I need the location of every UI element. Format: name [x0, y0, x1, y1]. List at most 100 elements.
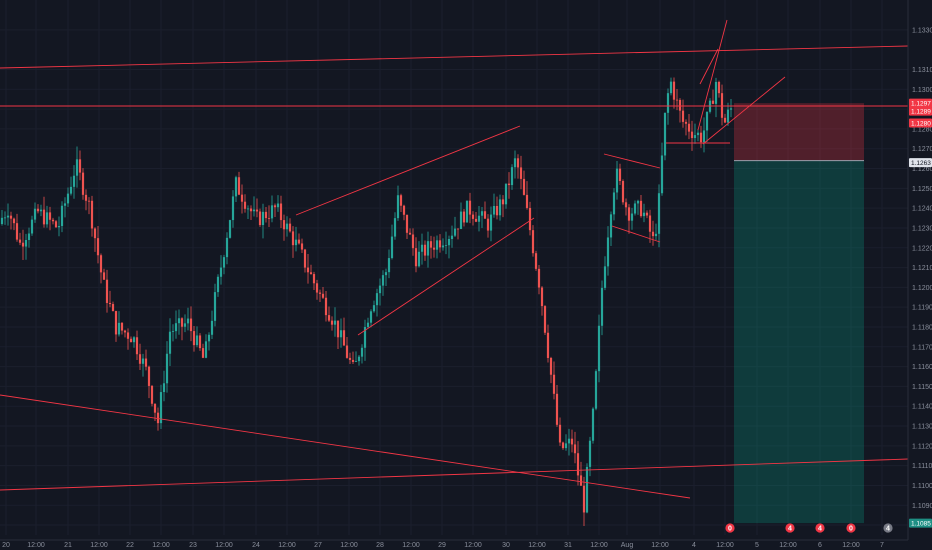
candle-body: [711, 100, 715, 104]
candle-body: [246, 208, 250, 210]
reward-zone[interactable]: [734, 160, 864, 524]
candle-body: [45, 212, 49, 225]
time-tick-label: 12:00: [842, 542, 860, 549]
candle-body: [270, 205, 274, 219]
candle-body: [3, 217, 7, 219]
candle-body: [450, 235, 454, 240]
candle-body: [255, 209, 259, 212]
candle-body: [57, 225, 61, 228]
candle-body: [186, 318, 190, 324]
price-tick-label: 1.1170: [912, 344, 932, 351]
candle-body: [345, 345, 349, 358]
event-marker[interactable]: [815, 523, 825, 533]
price-tick-label: 1.1100: [912, 483, 932, 490]
time-tick-label: 12:00: [590, 542, 608, 549]
candle-body: [510, 167, 514, 186]
candle-body: [414, 248, 418, 267]
candle-body: [138, 354, 142, 364]
candle-body: [306, 267, 310, 273]
price-tag: [909, 518, 932, 528]
candle-body: [201, 348, 205, 358]
trend-line[interactable]: [702, 76, 786, 145]
candle-body: [651, 231, 655, 237]
candle-body: [501, 199, 505, 205]
event-marker[interactable]: [846, 523, 856, 533]
candle-body: [210, 320, 214, 335]
candle-body: [405, 214, 409, 233]
candle-body: [645, 212, 649, 216]
trend-line[interactable]: [0, 394, 691, 499]
time-tick-label: 12:00: [278, 542, 296, 549]
candle-body: [69, 186, 73, 194]
candle-body: [21, 242, 25, 247]
price-tick-label: 1.1310: [912, 67, 932, 74]
trend-line[interactable]: [295, 125, 521, 216]
trend-line[interactable]: [357, 217, 535, 336]
candle-body: [726, 109, 730, 123]
time-tick-label: 20: [2, 542, 10, 549]
candle-body: [273, 205, 277, 208]
time-tick-label: 27: [314, 542, 322, 549]
candle-body: [564, 443, 568, 449]
candle-body: [0, 217, 4, 224]
time-tick-label: 12:00: [779, 542, 797, 549]
candle-body: [75, 159, 79, 176]
candle-body: [606, 237, 610, 267]
event-marker[interactable]: [785, 523, 795, 533]
candle-body: [657, 193, 661, 234]
price-tick-label: 1.1120: [912, 443, 932, 450]
candle-body: [315, 283, 319, 293]
candle-body: [702, 130, 706, 143]
trend-line[interactable]: [603, 153, 661, 169]
candle-body: [528, 207, 532, 231]
candle-body: [294, 239, 298, 246]
time-tick-label: 4: [692, 542, 696, 549]
candle-body: [693, 135, 697, 139]
candle-body: [42, 209, 46, 225]
candle-body: [555, 393, 559, 425]
event-marker[interactable]: [883, 523, 893, 533]
candle-body: [534, 253, 538, 269]
price-tag: [909, 118, 932, 128]
candle-body: [516, 158, 520, 168]
price-tag-label: 1.1280: [911, 120, 931, 127]
candle-body: [156, 412, 160, 424]
candle-body: [261, 211, 265, 226]
candle-body: [165, 353, 169, 384]
candle-body: [117, 322, 121, 335]
risk-zone[interactable]: [734, 103, 864, 161]
candle-body: [102, 272, 106, 280]
price-tag-label: 1.1297: [911, 101, 931, 108]
candle-body: [387, 258, 391, 273]
candle-body: [576, 453, 580, 476]
candle-body: [690, 131, 694, 139]
candle-body: [549, 357, 553, 375]
candle-body: [363, 327, 367, 348]
event-marker[interactable]: [725, 523, 735, 533]
trend-line[interactable]: [0, 45, 909, 69]
candle-body: [147, 366, 151, 386]
candle-body: [174, 323, 178, 332]
candle-body: [114, 311, 118, 335]
candle-body: [234, 177, 238, 197]
candle-body: [267, 218, 271, 219]
candle-body: [381, 275, 385, 286]
candle-body: [399, 195, 403, 206]
candle-body: [60, 205, 64, 226]
candle-body: [351, 359, 355, 362]
price-tick-label: 1.1330: [912, 27, 932, 34]
candle-body: [33, 208, 37, 220]
trend-line[interactable]: [699, 48, 719, 85]
trend-line[interactable]: [0, 458, 909, 491]
candle-body: [705, 111, 709, 131]
candle-body: [666, 93, 670, 113]
candle-body: [222, 257, 226, 268]
candle-body: [126, 332, 130, 339]
candle-body: [723, 117, 727, 123]
trend-line[interactable]: [697, 19, 728, 131]
candle-body: [279, 203, 283, 221]
trend-line[interactable]: [611, 225, 661, 243]
price-tick-label: 1.1190: [912, 305, 932, 312]
